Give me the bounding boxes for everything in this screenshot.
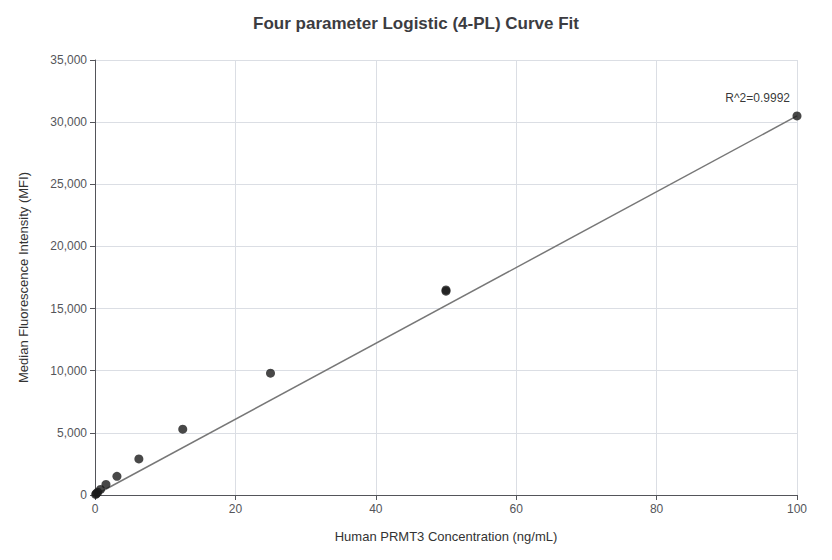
svg-text:30,000: 30,000 (50, 115, 87, 129)
svg-text:5,000: 5,000 (57, 426, 87, 440)
svg-text:60: 60 (510, 502, 524, 516)
svg-text:20,000: 20,000 (50, 239, 87, 253)
svg-text:100: 100 (787, 502, 807, 516)
svg-text:20: 20 (229, 502, 243, 516)
svg-text:Human PRMT3 Concentration (ng/: Human PRMT3 Concentration (ng/mL) (335, 529, 558, 544)
svg-text:25,000: 25,000 (50, 177, 87, 191)
svg-text:0: 0 (92, 502, 99, 516)
svg-text:40: 40 (369, 502, 383, 516)
svg-text:Median Fluorescence Intensity: Median Fluorescence Intensity (MFI) (16, 172, 31, 383)
svg-text:80: 80 (650, 502, 664, 516)
svg-text:10,000: 10,000 (50, 364, 87, 378)
svg-text:R^2=0.9992: R^2=0.9992 (725, 91, 790, 105)
svg-text:0: 0 (80, 488, 87, 502)
svg-text:Four parameter Logistic (4-PL): Four parameter Logistic (4-PL) Curve Fit (253, 14, 579, 33)
svg-text:15,000: 15,000 (50, 302, 87, 316)
svg-text:35,000: 35,000 (50, 53, 87, 67)
